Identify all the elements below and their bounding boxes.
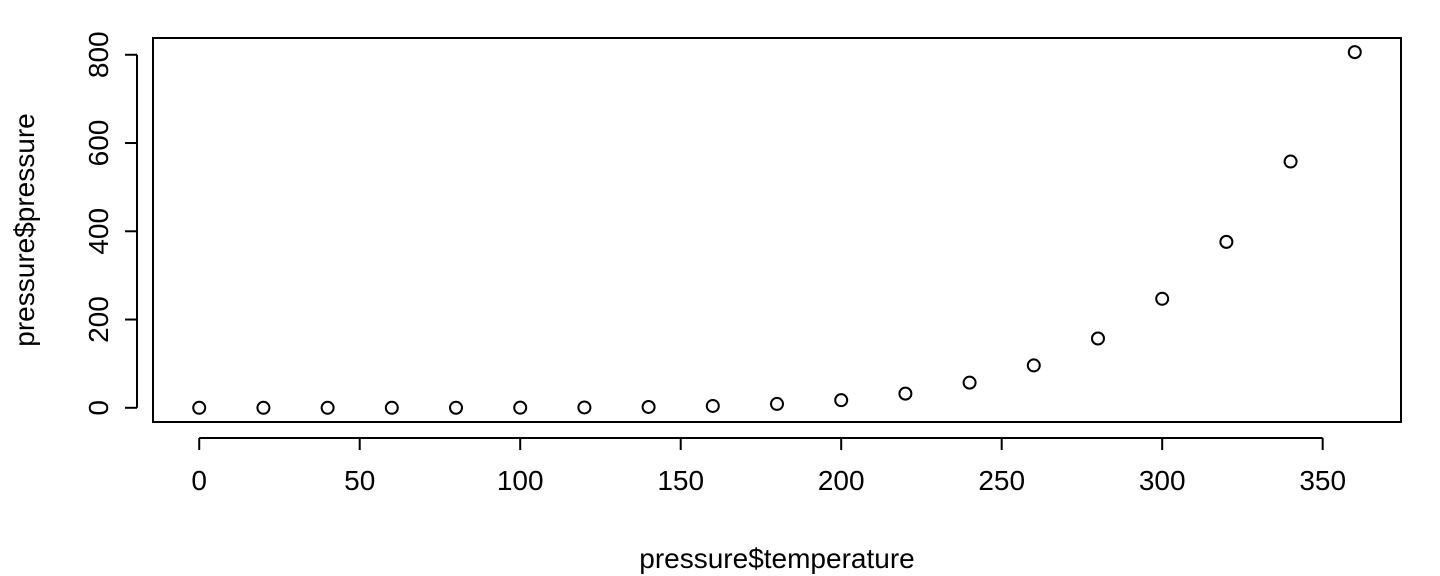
x-tick-label: 350 (1299, 465, 1346, 496)
data-point (513, 400, 528, 415)
x-axis: 0 50 100 150 200 250 300 350 (191, 437, 1346, 496)
x-tick-label: 50 (344, 465, 375, 496)
data-point (641, 399, 656, 414)
y-axis: 0 200 400 600 800 (83, 31, 138, 416)
x-tick-label: 300 (1139, 465, 1186, 496)
x-tick-label: 100 (497, 465, 544, 496)
data-point (1283, 154, 1298, 169)
data-point (577, 400, 592, 415)
x-tick-label: 0 (191, 465, 207, 496)
x-tick-label: 200 (818, 465, 865, 496)
data-point (834, 393, 849, 408)
data-point (962, 375, 977, 390)
x-axis-title: pressure$temperature (639, 543, 914, 574)
y-tick-label: 800 (83, 31, 114, 78)
x-tick-label: 150 (657, 465, 704, 496)
data-point (705, 398, 720, 413)
data-point (1026, 358, 1041, 373)
y-tick-label: 200 (83, 296, 114, 343)
data-point (898, 386, 913, 401)
data-point (1155, 291, 1170, 306)
plot-area-border (152, 37, 1402, 423)
data-point (449, 400, 464, 415)
data-point (1090, 331, 1105, 346)
data-point (192, 400, 207, 415)
y-tick-label: 0 (83, 400, 114, 416)
data-point (1219, 234, 1234, 249)
y-axis-title: pressure$pressure (9, 113, 40, 346)
data-point (770, 396, 784, 411)
x-tick-label: 250 (978, 465, 1025, 496)
data-point (1347, 45, 1362, 60)
data-point (384, 400, 399, 415)
y-tick-label: 600 (83, 120, 114, 167)
y-tick-label: 400 (83, 208, 114, 255)
data-point (320, 400, 335, 415)
data-points (192, 45, 1362, 415)
data-point (256, 400, 271, 415)
